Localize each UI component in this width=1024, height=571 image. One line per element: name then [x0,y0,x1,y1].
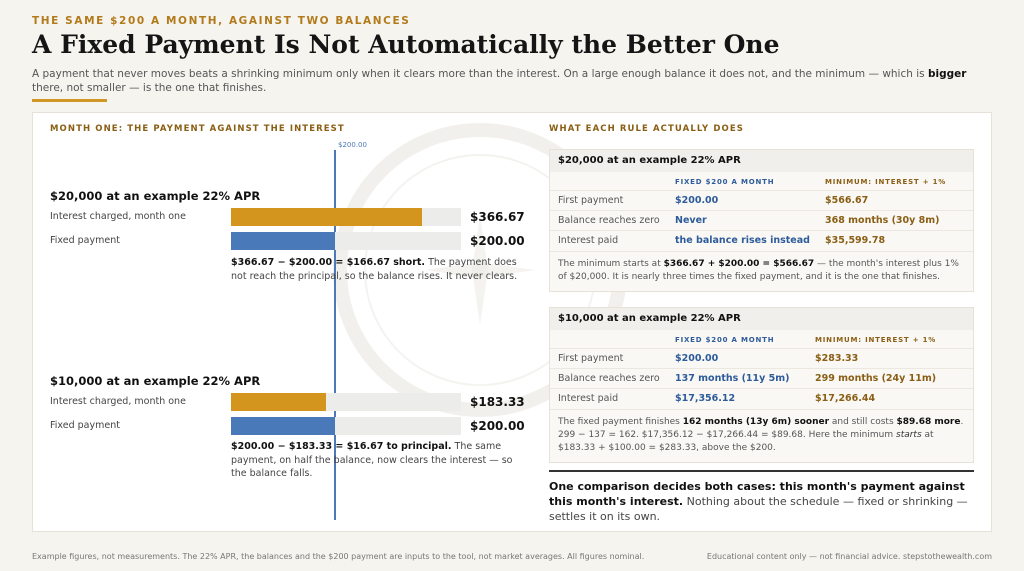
col-header-min: MINIMUM: INTEREST + 1% [815,336,937,344]
table-row: First payment $200.00 $283.33 [550,348,973,369]
left-section-title: MONTH ONE: THE PAYMENT AGAINST THE INTER… [50,124,345,134]
reference-line-label: $200.00 [338,141,367,149]
comparison-table: FIXED $200 A MONTH MINIMUM: INTEREST + 1… [550,330,973,409]
table-row: Interest paid $17,356.12 $17,266.44 [550,388,973,409]
note-20k: $366.67 − $200.00 = $166.67 short. The p… [231,257,518,282]
category-label: Fixed payment [50,420,120,431]
comparison-card-10k: $10,000 at an example 22% APR FIXED $200… [549,307,974,463]
card-note: The minimum starts at $366.67 + $200.00 … [550,250,973,291]
deck: A payment that never moves beats a shrin… [32,68,967,94]
table-row: Balance reaches zero 137 months (11y 5m)… [550,368,973,389]
card-title: $20,000 at an example 22% APR [550,150,973,172]
right-section-title: WHAT EACH RULE ACTUALLY DOES [549,124,744,134]
kicker: THE SAME $200 A MONTH, AGAINST TWO BALAN… [32,15,411,27]
card-note: The fixed payment finishes 162 months (1… [550,408,973,462]
group-title-20k: $20,000 at an example 22% APR [50,189,261,203]
reference-line [334,150,336,520]
bar-interest-20k [231,208,422,226]
value-label-payment-10k: $200.00 [470,419,525,433]
col-header-min: MINIMUM: INTEREST + 1% [825,178,947,186]
category-label: Fixed payment [50,235,120,246]
page-title: A Fixed Payment Is Not Automatically the… [32,30,780,59]
col-header-fixed: FIXED $200 A MONTH [675,336,775,344]
group-title-10k: $10,000 at an example 22% APR [50,374,261,388]
comparison-card-20k: $20,000 at an example 22% APR FIXED $200… [549,149,974,292]
value-label-interest-20k: $366.67 [470,210,525,224]
conclusion-rule [549,470,974,472]
table-row: Balance reaches zero Never 368 months (3… [550,210,973,231]
value-label-interest-10k: $183.33 [470,395,525,409]
value-label-payment-20k: $200.00 [470,234,525,248]
comparison-table: FIXED $200 A MONTH MINIMUM: INTEREST + 1… [550,172,973,251]
footer-credit: Educational content only — not financial… [706,552,992,561]
accent-rule [32,99,107,102]
footer-disclaimer: Example figures, not measurements. The 2… [32,552,645,561]
category-label: Interest charged, month one [50,211,186,222]
bar-payment-10k [231,417,335,435]
table-row: Interest paid the balance rises instead … [550,230,973,251]
category-label: Interest charged, month one [50,396,186,407]
bar-payment-20k [231,232,335,250]
table-row: First payment $200.00 $566.67 [550,190,973,211]
note-10k: $200.00 − $183.33 = $16.67 to principal.… [231,441,513,479]
col-header-fixed: FIXED $200 A MONTH [675,178,775,186]
bar-interest-10k [231,393,327,411]
card-title: $10,000 at an example 22% APR [550,308,973,330]
conclusion: One comparison decides both cases: this … [549,480,968,523]
